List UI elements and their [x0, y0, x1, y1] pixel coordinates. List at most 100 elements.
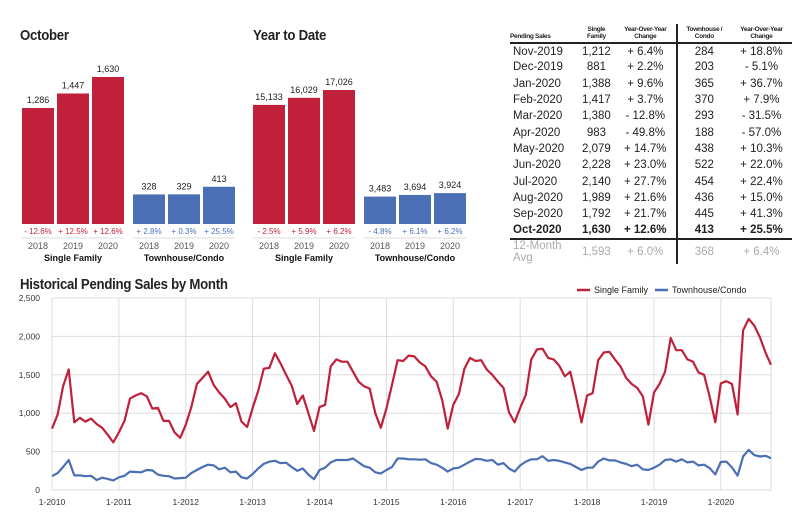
- table-cell: + 6.0%: [627, 245, 664, 258]
- table-row: Aug-2020 1,989 + 21.6% 436 + 15.0%: [510, 189, 792, 206]
- bar-value-label: 413: [211, 174, 226, 184]
- series-line-single-family: [50, 317, 773, 444]
- table-cell: 284: [675, 43, 731, 60]
- table-cell: 2,140: [582, 175, 611, 188]
- bar-charts: 1,286 - 12.6% 2018 1,447 + 12.5% 2019 1,630 + 1…: [22, 64, 466, 263]
- bar-value-label: 3,694: [404, 182, 427, 192]
- bar: [364, 196, 396, 224]
- table-cell: + 25.5%: [730, 222, 792, 240]
- year-label: 2019: [63, 241, 83, 251]
- bar: [399, 194, 431, 224]
- column-header: Year-Over-Year Change: [614, 24, 677, 44]
- table-cell: 12-Month Avg: [513, 239, 562, 264]
- table-cell: + 10.3%: [740, 142, 783, 155]
- bar-value-label: 328: [141, 181, 156, 191]
- bar: [133, 194, 165, 224]
- bar: [22, 108, 54, 224]
- table-cell: 445: [675, 205, 731, 223]
- table-cell: - 5.1%: [744, 61, 779, 74]
- table-cell: 1,212: [582, 45, 611, 58]
- series-line-townhouse: [51, 448, 772, 482]
- year-label: 2018: [28, 241, 48, 251]
- pending-sales-table: Pending Sales Single Family Year-Over-Year…: [510, 24, 792, 264]
- table-cell: Feb-2020: [513, 94, 563, 107]
- x-tick-label: 1-2012: [173, 497, 200, 507]
- column-header: Single Family: [578, 24, 615, 44]
- x-tick-label: 1-2015: [373, 497, 400, 507]
- bar-value-label: 15,133: [255, 92, 283, 102]
- table-cell: Dec-2019: [513, 61, 563, 74]
- table-cell: + 22.4%: [740, 175, 783, 188]
- year-label: 2019: [294, 241, 314, 251]
- bar: [92, 77, 124, 224]
- year-label: 2020: [98, 241, 118, 251]
- table-cell: + 6.4%: [627, 45, 664, 58]
- table-header: Pending Sales Single Family Year-Over-Year…: [510, 24, 792, 44]
- table-cell: + 7.9%: [743, 94, 780, 107]
- group-label: Townhouse/Condo: [144, 253, 225, 263]
- bar-value-label: 16,029: [290, 85, 318, 95]
- table-cell: + 15.0%: [740, 191, 783, 204]
- bar-value-label: 1,630: [97, 64, 120, 74]
- table-cell: - 31.5%: [741, 110, 782, 123]
- table-cell: Nov-2019: [513, 45, 563, 58]
- change-label: + 12.6%: [93, 227, 123, 236]
- table-cell: - 12.8%: [625, 110, 666, 123]
- bar-value-label: 329: [176, 181, 191, 191]
- table-row: Oct-2020 1,630 + 12.6% 413 + 25.5%: [510, 222, 792, 240]
- table-row: Apr-2020 983 - 49.8% 188 - 57.0%: [510, 124, 792, 141]
- table-cell: + 27.7%: [624, 175, 667, 188]
- table-cell: 1,989: [582, 191, 611, 204]
- bar: [168, 194, 200, 224]
- table-row: Jan-2020 1,388 + 9.6% 365 + 36.7%: [510, 75, 792, 92]
- table-cell: - 49.8%: [625, 126, 666, 139]
- historical-title: Historical Pending Sales by Month: [20, 276, 228, 293]
- table-cell: + 3.7%: [627, 94, 664, 107]
- change-label: - 12.6%: [24, 227, 52, 236]
- table-row: Mar-2020 1,380 - 12.8% 293 - 31.5%: [510, 108, 792, 125]
- table-row: 12-Month Avg 1,593 + 6.0% 368 + 6.4%: [510, 238, 792, 264]
- table-cell: + 6.4%: [743, 245, 780, 258]
- bar: [203, 186, 235, 224]
- x-tick-label: 1-2013: [239, 497, 266, 507]
- year-label: 2018: [370, 241, 390, 251]
- table-cell: + 23.0%: [624, 159, 667, 172]
- ytd-title: Year to Date: [253, 27, 327, 44]
- table-cell: 2,079: [582, 142, 611, 155]
- table-cell: 983: [586, 126, 606, 139]
- change-label: + 6.1%: [402, 227, 427, 236]
- column-header: Pending Sales: [510, 24, 579, 44]
- column-header: Year-Over-Year Change: [730, 24, 792, 44]
- bar: [323, 90, 355, 224]
- bar: [434, 193, 466, 224]
- table-cell: Sep-2020: [513, 208, 563, 221]
- table-cell: 365: [675, 75, 731, 92]
- year-label: 2019: [405, 241, 425, 251]
- table-cell: 368: [675, 238, 731, 264]
- table-cell: 454: [675, 173, 731, 190]
- october-title: October: [20, 27, 69, 44]
- table-cell: Jun-2020: [513, 159, 561, 172]
- table-row: Feb-2020 1,417 + 3.7% 370 + 7.9%: [510, 91, 792, 109]
- change-label: + 6.2%: [326, 227, 351, 236]
- bar-value-label: 1,447: [62, 81, 85, 91]
- table-cell: + 22.0%: [740, 159, 783, 172]
- table-cell: 1,417: [582, 94, 611, 107]
- table-cell: 1,630: [578, 222, 615, 240]
- table-cell: + 21.6%: [624, 191, 667, 204]
- x-tick-label: 1-2017: [507, 497, 534, 507]
- table-row: Jul-2020 2,140 + 27.7% 454 + 22.4%: [510, 173, 792, 190]
- table-cell: 413: [675, 222, 731, 240]
- table-cell: 1,792: [582, 208, 611, 221]
- x-tick-label: 1-2011: [106, 497, 132, 507]
- bar-value-label: 3,924: [439, 180, 462, 190]
- table-row: Jun-2020 2,228 + 23.0% 522 + 22.0%: [510, 157, 792, 174]
- year-label: 2019: [174, 241, 194, 251]
- table-cell: + 41.3%: [740, 208, 783, 221]
- table-cell: 436: [675, 189, 731, 206]
- bar: [57, 93, 89, 224]
- y-tick-label: 0: [35, 485, 40, 495]
- table-cell: 438: [675, 140, 731, 158]
- table-cell: + 36.7%: [740, 77, 783, 90]
